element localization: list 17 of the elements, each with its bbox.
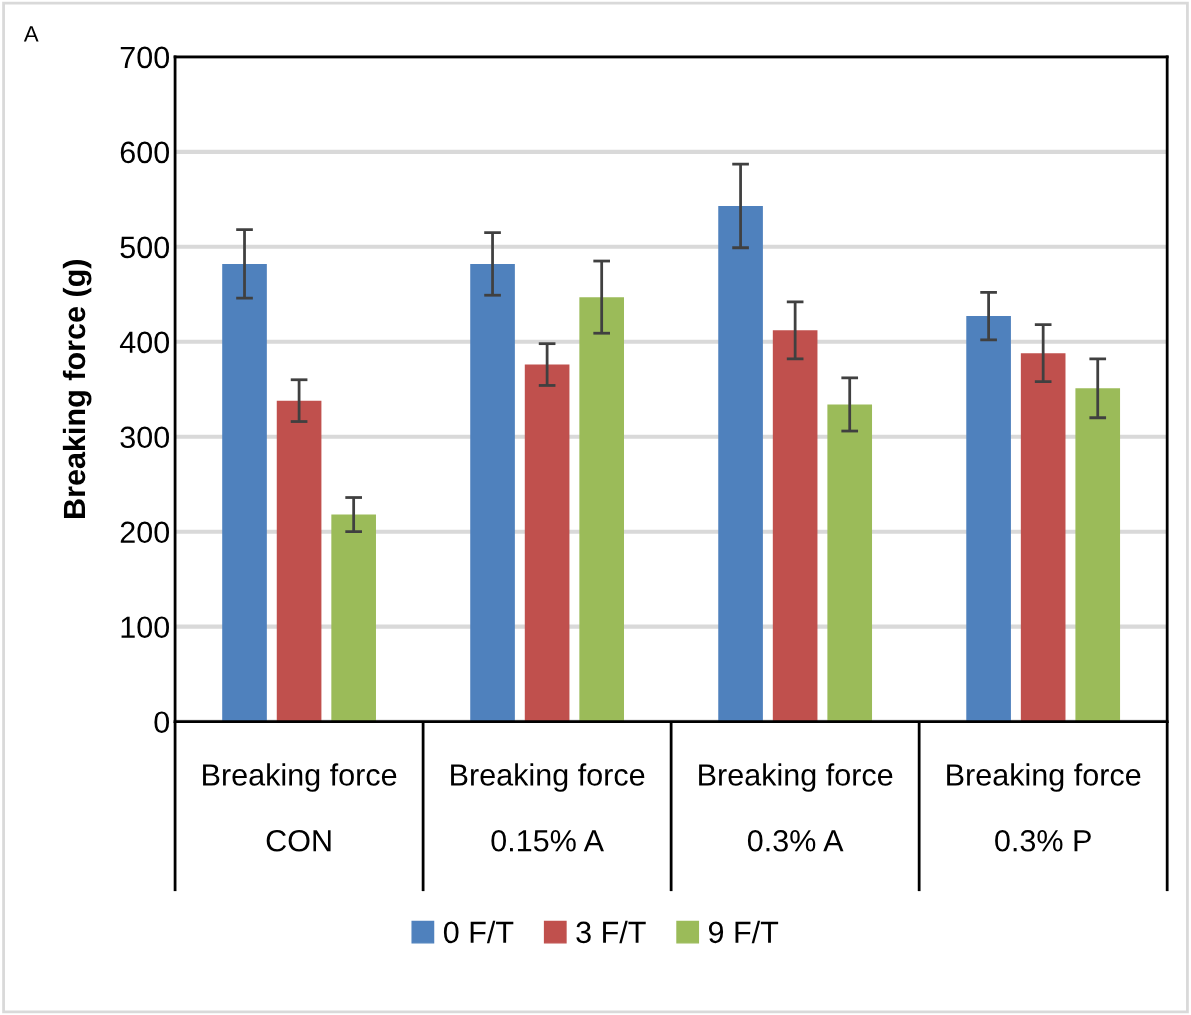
y-axis-title: Breaking force (g): [62, 260, 92, 518]
legend-label: 9 F/T: [708, 920, 779, 944]
category-label: Breaking force 0.3% A: [699, 763, 893, 852]
y-tick-label: 400: [119, 331, 170, 354]
y-tick-label: 300: [120, 426, 170, 449]
category-label: Breaking force 0.15% A: [451, 763, 645, 852]
y-tick-label: 0: [154, 711, 170, 734]
category-label: Breaking force CON: [203, 763, 397, 852]
text: A: [23, 26, 39, 42]
y-tick-label: 100: [121, 616, 170, 639]
y-tick-label: 700: [120, 46, 170, 69]
y-tick-label: 500: [120, 236, 170, 259]
y-tick-label: 600: [120, 141, 170, 164]
y-tick-label: 200: [120, 521, 170, 544]
legend-label: 3 F/T: [576, 920, 646, 944]
category-label: Breaking force 0.3% P: [947, 763, 1141, 852]
legend-label: 0 F/T: [443, 920, 514, 944]
